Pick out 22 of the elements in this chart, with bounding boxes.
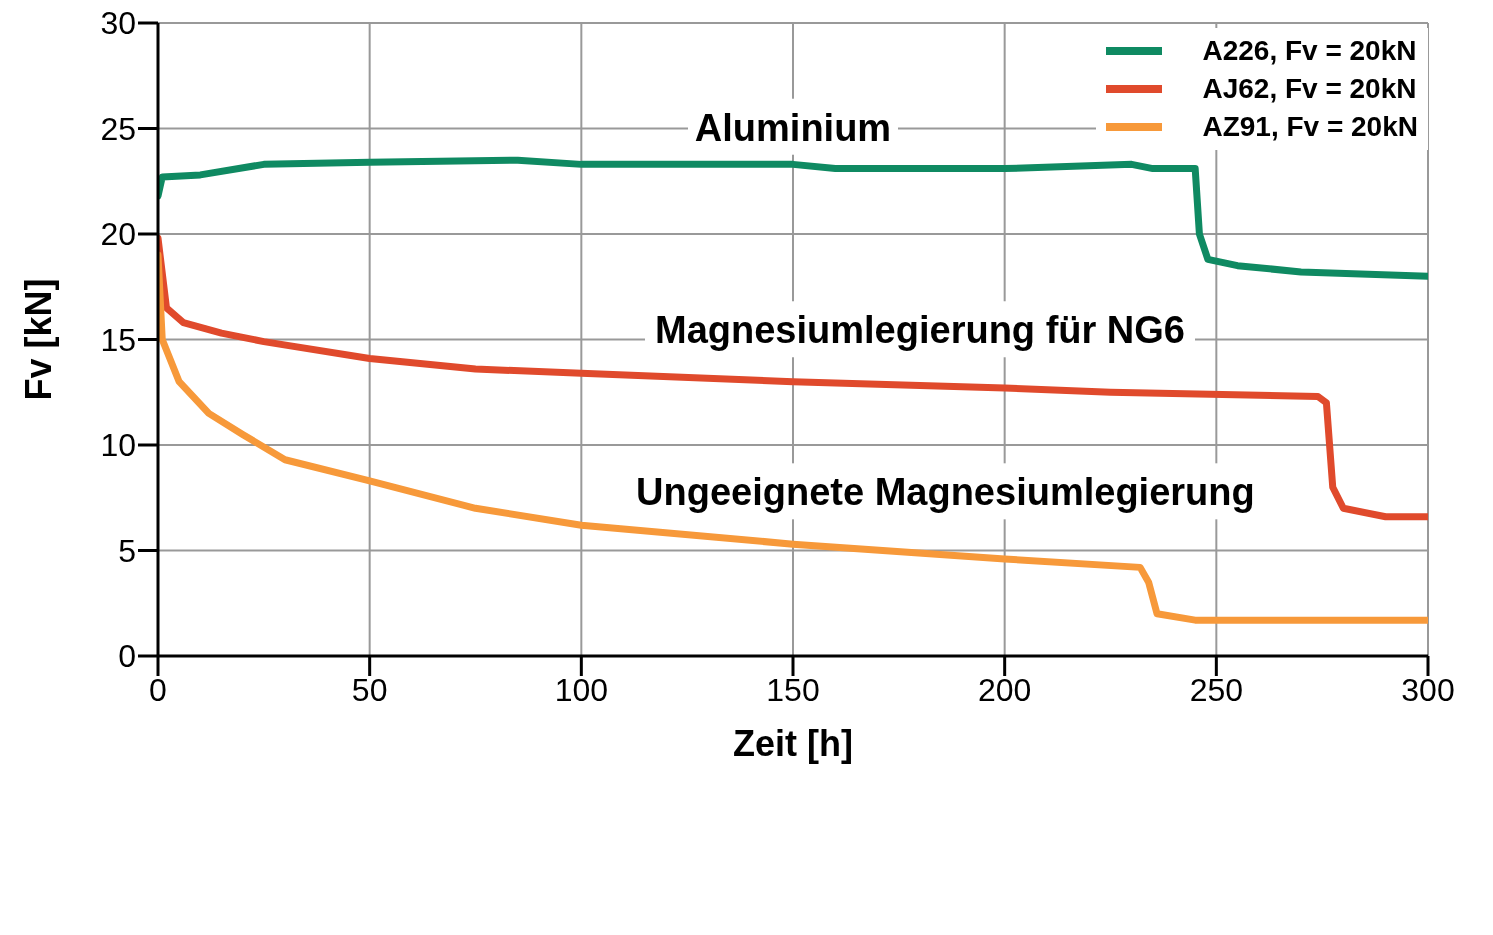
y-tick-label: 25 [100,110,136,147]
x-tick-label: 300 [1401,671,1455,708]
x-tick-label: 100 [554,671,609,708]
y-tick-label: 20 [100,216,136,253]
x-tick-label: 0 [149,671,167,708]
y-tick-label: 5 [118,532,136,569]
y-tick-label: 30 [100,5,136,42]
annotation: Ungeeignete Magnesiumlegierung [636,471,1255,514]
x-tick-label: 50 [351,671,388,708]
x-tick-label: 150 [766,671,820,708]
x-tick-label: 200 [977,671,1032,708]
annotation: Magnesiumlegierung für NG6 [655,309,1185,352]
y-tick-label: 10 [100,427,136,464]
legend-label: AJ62, Fv = 20kN [1202,73,1417,105]
y-tick-label: 0 [118,638,136,675]
y-tick-label: 15 [100,321,136,358]
legend-label: AZ91, Fv = 20kN [1202,111,1418,143]
x-tick-label: 250 [1189,671,1244,708]
annotation: Aluminium [694,106,892,149]
legend-label: A226, Fv = 20kN [1202,35,1417,67]
y-axis-title: Fv [kN] [17,278,59,401]
x-axis-title: Zeit [h] [733,723,853,764]
